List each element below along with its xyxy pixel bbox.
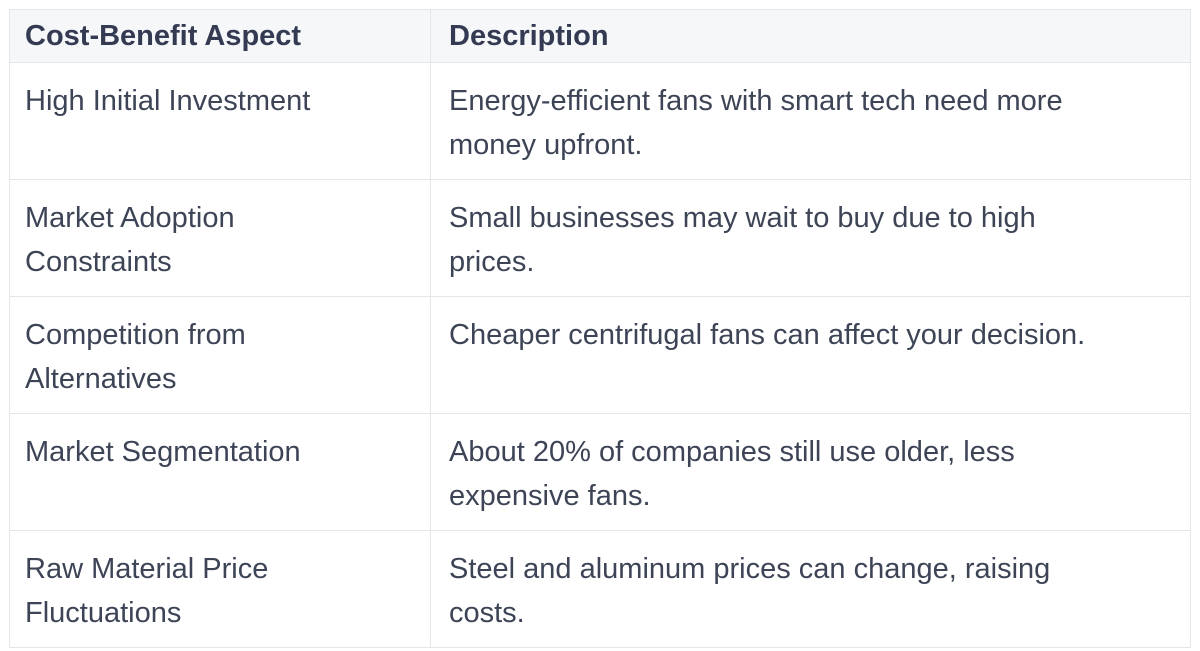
description-cell: About 20% of companies still use older, … xyxy=(430,413,1191,531)
aspect-cell: Competition from Alternatives xyxy=(9,296,431,414)
column-header-aspect: Cost-Benefit Aspect xyxy=(9,9,431,63)
aspect-cell: Market Adoption Constraints xyxy=(9,179,431,297)
table-row: Competition from Alternatives Cheaper ce… xyxy=(9,296,1191,414)
cost-benefit-table: Cost-Benefit Aspect Description High Ini… xyxy=(9,9,1191,648)
description-cell: Energy-efficient fans with smart tech ne… xyxy=(430,62,1191,180)
table-row: High Initial Investment Energy-efficient… xyxy=(9,62,1191,180)
description-cell: Small businesses may wait to buy due to … xyxy=(430,179,1191,297)
description-cell: Steel and aluminum prices can change, ra… xyxy=(430,530,1191,648)
aspect-cell: Market Segmentation xyxy=(9,413,431,531)
header-row: Cost-Benefit Aspect Description xyxy=(9,9,1191,63)
table-row: Market Segmentation About 20% of compani… xyxy=(9,413,1191,531)
table-row: Market Adoption Constraints Small busine… xyxy=(9,179,1191,297)
table-row: Raw Material Price Fluctuations Steel an… xyxy=(9,530,1191,648)
aspect-cell: High Initial Investment xyxy=(9,62,431,180)
column-header-description: Description xyxy=(430,9,1191,63)
aspect-cell: Raw Material Price Fluctuations xyxy=(9,530,431,648)
description-cell: Cheaper centrifugal fans can affect your… xyxy=(430,296,1191,414)
